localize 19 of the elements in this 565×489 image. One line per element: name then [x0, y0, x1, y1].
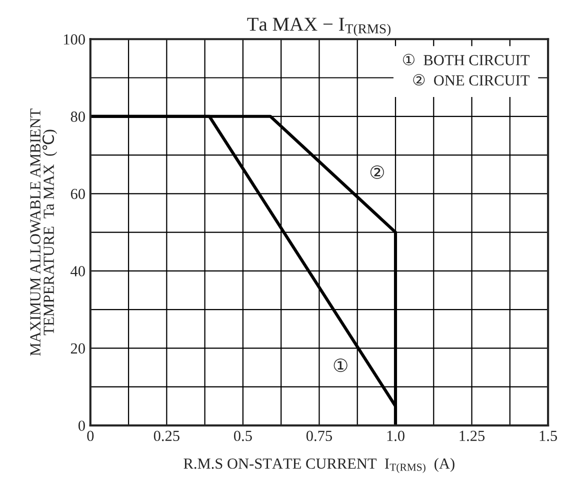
annotation: ① BOTH CIRCUIT ② ONE CIRCUIT — [403, 54, 530, 86]
y-tick-label: 60 — [70, 188, 85, 200]
x-tick-label: 1.25 — [460, 430, 485, 442]
y-tick-label: 80 — [70, 112, 85, 122]
x-axis-title: R.M.S ON-STATE CURRENT I$_{T(RMS)}$ (A) — [184, 458, 454, 474]
x-tick-label: 1.0 — [387, 430, 404, 442]
y-tick-label: 40 — [70, 266, 85, 276]
x-tick-label: 0.75 — [306, 430, 332, 442]
annotation: ② — [370, 165, 384, 179]
chart-title: Ta MAX − I$_{T(RMS)}$ — [247, 18, 390, 36]
x-tick-label: 0.5 — [234, 430, 252, 442]
x-tick-label: 0 — [87, 430, 94, 442]
y-axis-title: MAXIMUM ALLOWABLE AMBIENT TEMPERATURE Ta MAX (℃) — [30, 108, 58, 356]
x-tick-label: 0.25 — [154, 430, 180, 442]
y-tick-label: 100 — [64, 34, 85, 45]
x-tick-label: 1.5 — [540, 430, 557, 442]
annotation: ① — [334, 358, 348, 372]
y-tick-label: 0 — [78, 420, 85, 431]
y-tick-label: 20 — [70, 343, 85, 354]
